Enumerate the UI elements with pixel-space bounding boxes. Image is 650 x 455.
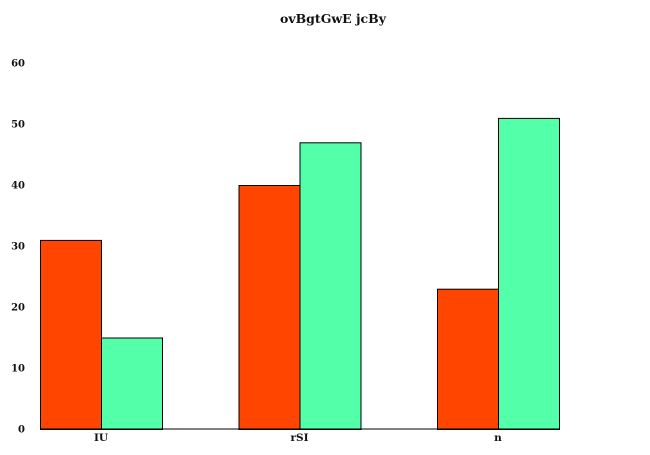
y-tick-label: 10 bbox=[11, 364, 25, 375]
bar-iu-series-2 bbox=[101, 337, 163, 430]
y-tick-label: 20 bbox=[11, 303, 25, 314]
y-axis-ticks: 0 10 20 30 40 50 60 bbox=[11, 59, 25, 436]
chart-title: ovBgtGwE jcBy bbox=[280, 11, 387, 26]
y-tick-label: 60 bbox=[11, 59, 25, 70]
x-axis-labels: IU rSI n bbox=[94, 432, 502, 444]
x-tick-label: IU bbox=[94, 432, 108, 444]
x-tick-label: rSI bbox=[290, 432, 308, 444]
bar-n-series-2 bbox=[498, 117, 560, 431]
y-tick-label: 0 bbox=[18, 425, 25, 436]
bar-n-series-1 bbox=[437, 288, 499, 431]
bar-rsi-series-2 bbox=[299, 142, 362, 431]
y-tick-label: 30 bbox=[11, 242, 25, 253]
bar-iu-series-1 bbox=[40, 239, 102, 430]
y-tick-label: 50 bbox=[11, 120, 25, 131]
bar-rsi-series-1 bbox=[238, 185, 301, 430]
bars bbox=[40, 117, 560, 431]
y-tick-label: 40 bbox=[11, 181, 25, 192]
x-tick-label: n bbox=[494, 432, 502, 444]
